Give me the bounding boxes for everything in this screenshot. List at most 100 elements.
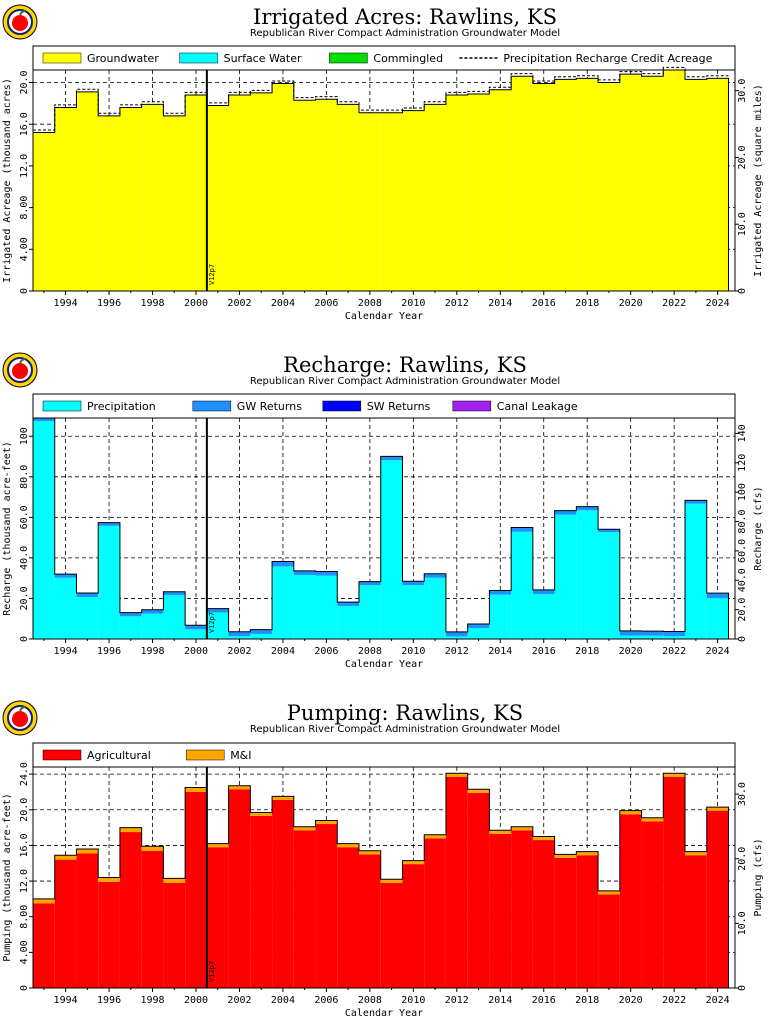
xtick-label: 2020 (619, 298, 643, 309)
xtick-label: 2006 (314, 995, 338, 1006)
version-marker-label: V12p7 (208, 961, 216, 982)
bar (511, 826, 533, 831)
y2tick-label: 10.0 (737, 212, 748, 236)
bar (641, 631, 664, 636)
xtick-label: 2000 (184, 298, 208, 309)
bar (402, 860, 425, 865)
bar (119, 616, 142, 639)
bar-outline (32, 417, 729, 639)
bar (532, 589, 555, 594)
bar (445, 773, 468, 777)
bar (119, 612, 142, 617)
xtick-label: 2012 (445, 298, 469, 309)
bar (554, 857, 577, 988)
bar (685, 500, 707, 504)
bar (293, 570, 316, 575)
xtick-label: 2014 (488, 646, 512, 657)
xtick-label: 2000 (184, 995, 208, 1006)
legend-label: Groundwater (87, 52, 159, 65)
bar (228, 785, 251, 790)
legend-item: Canal Leakage (452, 400, 578, 413)
bar (641, 817, 664, 822)
xtick-label: 2008 (358, 995, 382, 1006)
xtick-label: 2004 (271, 646, 295, 657)
xtick-label: 2012 (445, 995, 469, 1006)
xtick-label: 2008 (358, 646, 382, 657)
ytick-label: 0 (19, 288, 30, 294)
legend-swatch (42, 400, 82, 412)
bar (228, 631, 251, 637)
bar (141, 613, 164, 639)
xtick-label: 1996 (97, 995, 121, 1006)
bar (98, 115, 120, 292)
bar (619, 74, 642, 291)
xtick-label: 2006 (314, 646, 338, 657)
xtick-label: 2010 (401, 995, 425, 1006)
xtick-label: 1998 (140, 995, 164, 1006)
ytick-label: 60.0 (19, 505, 30, 529)
bar (228, 95, 251, 292)
apple-logo-icon (2, 700, 38, 736)
bar (76, 592, 99, 598)
bar (641, 76, 664, 291)
xtick-label: 1998 (140, 646, 164, 657)
bar (511, 527, 533, 532)
bar (272, 799, 294, 988)
bar (33, 903, 55, 988)
bar (467, 623, 490, 629)
bar (293, 574, 316, 639)
xtick-label: 1996 (97, 298, 121, 309)
plot-frame (32, 69, 736, 292)
bar (163, 878, 186, 883)
y-axis-label: Irrigated Acreage (thousand acres) (2, 78, 13, 283)
y2-axis-label: Recharge (cfs) (753, 486, 764, 570)
xtick-label: 2020 (619, 646, 643, 657)
bar (250, 633, 273, 639)
xtick-label: 2006 (314, 298, 338, 309)
version-marker-label: V12p7 (208, 612, 216, 633)
bar (663, 773, 686, 777)
bar (98, 877, 120, 882)
bar (576, 510, 599, 639)
xtick-label: 2016 (532, 995, 556, 1006)
logo-apple (12, 363, 28, 379)
xtick-label: 2024 (706, 298, 730, 309)
bar (272, 796, 294, 800)
bar (163, 115, 186, 292)
y-axis-label: Pumping (thousand acre-feet) (2, 793, 13, 962)
bar (706, 598, 729, 639)
bar (663, 631, 686, 637)
xtick-label: 2022 (662, 995, 686, 1006)
bar (250, 92, 273, 291)
bar (250, 816, 273, 988)
plot-frame (32, 417, 736, 640)
xtick-label: 2004 (271, 298, 295, 309)
bar (76, 853, 99, 988)
bar (598, 890, 620, 895)
bar (228, 636, 251, 639)
xtick-label: 1994 (54, 298, 78, 309)
bar (706, 593, 729, 599)
chart-subtitle: Republican River Compact Administration … (250, 28, 560, 39)
bar (706, 810, 729, 988)
bar (228, 789, 251, 988)
x-axis-label: Calendar Year (345, 1008, 423, 1019)
xtick-label: 2014 (488, 995, 512, 1006)
ytick-label: 8.00 (19, 196, 30, 220)
xtick-label: 2020 (619, 995, 643, 1006)
bar (119, 827, 142, 833)
legend-label: M&I (230, 749, 251, 762)
bar (445, 631, 468, 637)
bar (511, 531, 533, 639)
legend-item: SW Returns (322, 400, 431, 413)
bar (532, 593, 555, 639)
bar (98, 881, 120, 988)
bar (206, 847, 229, 988)
bars (33, 418, 729, 639)
ytick-label: 0 (19, 985, 30, 991)
bar (359, 112, 381, 291)
bar (250, 629, 273, 634)
xtick-label: 2002 (227, 646, 251, 657)
bar (98, 522, 120, 526)
